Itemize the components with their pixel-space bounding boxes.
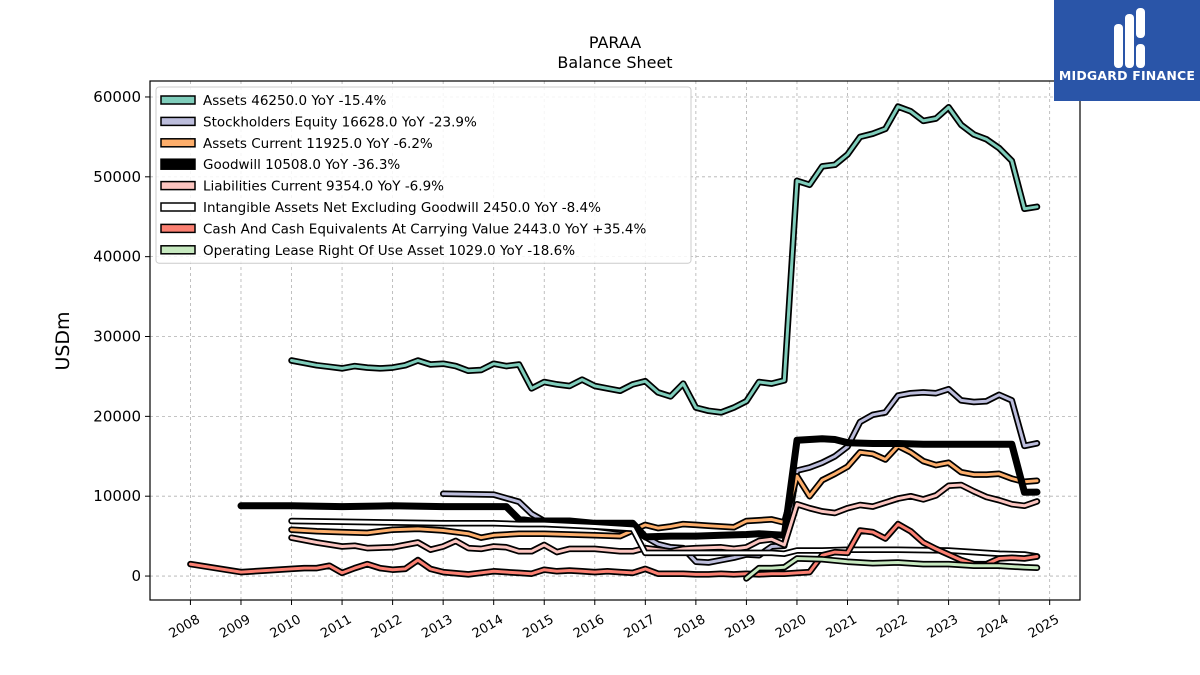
x-tick-label: 2024 [975,612,1011,642]
series-line [290,444,1039,540]
y-tick-label: 0 [131,567,141,585]
series-line [290,483,1039,554]
x-tick-label: 2008 [167,612,203,642]
legend-item: Stockholders Equity 16628.0 YoY -23.9% [160,114,477,130]
series-lines [187,103,1041,582]
legend-item: Goodwill 10508.0 YoY -36.3% [160,157,400,173]
series-liabilities-current [288,481,1041,556]
legend-label: Stockholders Equity 16628.0 YoY -23.9% [203,114,477,130]
legend-box [155,86,692,264]
legend-item: Liabilities Current 9354.0 YoY -6.9% [160,179,444,195]
x-tick-label: 2013 [419,612,455,642]
series-assets-current [288,442,1041,541]
legend-swatch [160,245,196,255]
y-tick-label: 10000 [93,487,141,505]
x-tick-label: 2014 [470,612,506,642]
legend-label: Goodwill 10508.0 YoY -36.3% [203,157,400,173]
legend-label: Cash And Cash Equivalents At Carrying Va… [203,221,647,237]
x-tick-label: 2017 [621,612,657,642]
y-tick-label: 40000 [93,248,141,266]
y-tick-label: 50000 [93,168,141,186]
y-axis-ticks: 0 10000 20000 30000 40000 50000 60000 [93,88,150,585]
x-tick-label: 2025 [1026,612,1062,642]
x-tick-label: 2019 [723,612,759,642]
chart-subtitle: Balance Sheet [557,53,672,72]
series-line [188,522,1039,576]
series-line [237,435,1041,541]
legend-swatch [160,95,196,105]
y-tick-label: 20000 [93,407,141,425]
y-tick-label: 60000 [93,88,141,106]
x-tick-label: 2015 [520,612,556,642]
x-axis-ticks: 2008 2009 2010 2011 2012 2013 2014 2015 2016 2017… [167,600,1062,642]
legend-swatch [160,223,196,234]
legend-label: Operating Lease Right Of Use Asset 1029.… [203,243,575,259]
legend-item: Intangible Assets Net Excluding Goodwill… [160,200,601,216]
y-tick-label: 30000 [93,328,141,346]
legend-swatch [160,158,196,170]
x-tick-label: 2021 [824,612,860,642]
legend-item: Operating Lease Right Of Use Asset 1029.… [160,243,575,259]
x-tick-label: 2018 [672,612,708,642]
brand-logo: MIDGARD FINANCE [1054,0,1200,101]
plot-frame [149,80,1081,601]
logo-mark-icon [1114,8,1145,68]
x-tick-label: 2020 [773,612,809,642]
x-tick-label: 2023 [925,612,961,642]
chart-title: PARAA [589,33,641,52]
series-intangible-assets-net-excluding-goodwill [288,517,1041,560]
legend-item: Assets Current 11925.0 YoY -6.2% [160,136,433,152]
legend-label: Liabilities Current 9354.0 YoY -6.9% [203,179,444,195]
series-operating-lease-right-of-use-asset [743,555,1041,582]
x-tick-label: 2010 [268,612,304,642]
legend-swatch [160,116,196,127]
legend-swatch [160,202,196,212]
legend-item: Assets 46250.0 YoY -15.4% [160,93,387,109]
series-cash-and-cash-equivalents-at-carrying-value [187,520,1041,578]
legend: Assets 46250.0 YoY -15.4% Stockholders Eq… [155,86,692,264]
legend-label: Intangible Assets Net Excluding Goodwill… [203,200,601,216]
x-tick-label: 2016 [571,612,607,642]
x-tick-label: 2009 [217,612,253,642]
logo-text: MIDGARD FINANCE [1058,68,1196,83]
legend-swatch [160,138,196,148]
series-assets [288,103,1041,416]
legend-label: Assets 46250.0 YoY -15.4% [203,93,387,109]
legend-label: Assets Current 11925.0 YoY -6.2% [203,136,433,152]
series-line [744,557,1039,580]
x-tick-label: 2011 [318,612,354,642]
y-axis-label: USDm [52,311,74,370]
legend-item: Cash And Cash Equivalents At Carrying Va… [160,221,647,237]
legend-swatch [160,180,196,191]
series-line [290,105,1039,414]
series-line [290,519,1039,558]
series-goodwill [237,435,1041,541]
x-tick-label: 2022 [874,612,910,642]
x-tick-label: 2012 [369,612,405,642]
